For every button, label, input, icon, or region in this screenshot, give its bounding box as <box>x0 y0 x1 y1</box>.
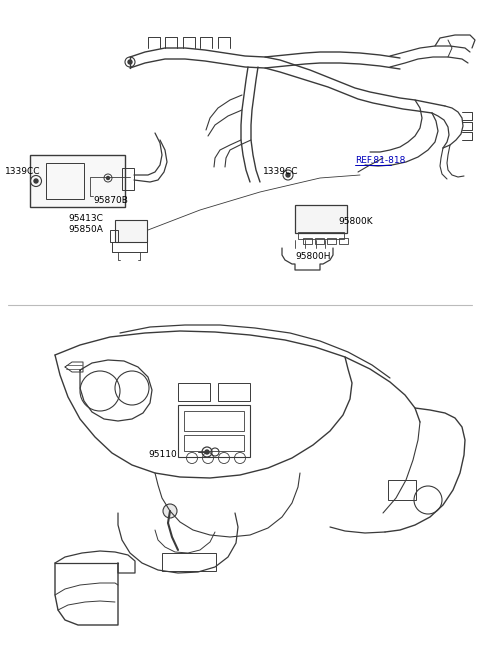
Circle shape <box>107 176 109 179</box>
Text: 1339CC: 1339CC <box>5 167 40 176</box>
Bar <box>110 230 118 242</box>
Text: 95870B: 95870B <box>93 196 128 205</box>
Circle shape <box>163 504 177 518</box>
Bar <box>339 238 348 244</box>
Bar <box>184 435 244 451</box>
Text: REF.81-818: REF.81-818 <box>355 156 406 165</box>
Text: 95800K: 95800K <box>338 217 372 226</box>
Bar <box>218 383 250 401</box>
Text: 95850A: 95850A <box>68 225 103 234</box>
Bar <box>327 238 336 244</box>
Text: 95110: 95110 <box>148 450 177 459</box>
Bar <box>295 205 347 233</box>
Bar <box>178 383 210 401</box>
Bar <box>122 168 134 190</box>
Bar <box>303 238 312 244</box>
Text: 1339CC: 1339CC <box>263 167 299 176</box>
Bar <box>298 232 344 239</box>
Bar <box>162 553 216 571</box>
Bar <box>115 220 147 242</box>
Bar <box>388 480 416 500</box>
Circle shape <box>128 60 132 64</box>
Circle shape <box>205 450 209 454</box>
Bar <box>315 238 324 244</box>
Circle shape <box>34 179 38 183</box>
Text: 95413C: 95413C <box>68 214 103 223</box>
Bar <box>184 411 244 431</box>
Bar <box>178 405 250 457</box>
Bar <box>46 163 84 199</box>
Bar <box>30 155 125 207</box>
Circle shape <box>286 173 290 177</box>
Text: 95800H: 95800H <box>295 252 331 261</box>
